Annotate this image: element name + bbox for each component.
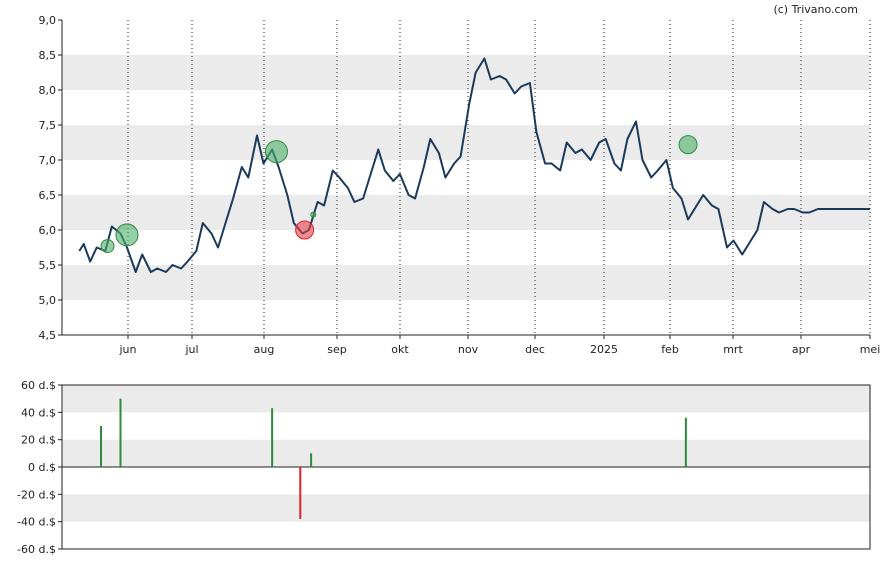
y-tick-label: 6,0 (39, 224, 57, 237)
y-tick-label: 8,0 (39, 84, 57, 97)
y-tick-label: 0 d.$ (28, 461, 56, 474)
buy-marker (100, 239, 115, 254)
dividend-panel: 60 d.$ 40 d.$ 20 d.$ 0 d.$ -20 d.$ -40 d.$ -60… (17, 379, 871, 556)
x-tick-label: nov (458, 343, 479, 356)
y-tick-label: 5,5 (39, 259, 57, 272)
x-tick-label: jun (119, 343, 137, 356)
x-tick-label: apr (792, 343, 811, 356)
price-panel: jun jul aug sep okt nov dec 2025 feb mrt apr mei 9,0… (39, 14, 881, 356)
y-tick-label: 60 d.$ (21, 379, 56, 392)
x-tick-label: feb (661, 343, 679, 356)
grid-band (62, 55, 870, 90)
y-tick-label: -60 d.$ (17, 543, 56, 556)
x-tick-label: jul (184, 343, 198, 356)
x-tick-label: dec (525, 343, 545, 356)
buy-marker (264, 140, 288, 164)
y-tick-label: 40 d.$ (21, 406, 56, 419)
buy-marker (678, 135, 698, 155)
x-tick-label: sep (327, 343, 346, 356)
grid-band (62, 439, 870, 467)
y-tick-label: 7,0 (39, 154, 57, 167)
y-tick-label: 4,5 (39, 329, 57, 342)
x-tick-label: mei (860, 343, 881, 356)
buy-marker (310, 211, 317, 218)
grid-band (62, 385, 870, 413)
y-tick-label: 9,0 (39, 14, 57, 27)
y-tick-label: 20 d.$ (21, 434, 56, 447)
y-tick-label: -20 d.$ (17, 488, 56, 501)
credit-label: (c) Trivano.com (773, 3, 858, 16)
buy-marker (115, 223, 139, 247)
grid-band (62, 195, 870, 230)
x-tick-label: aug (254, 343, 275, 356)
price-line (78, 57, 870, 273)
y-tick-label: 8,5 (39, 49, 57, 62)
grid-band (62, 125, 870, 160)
grid-band (62, 265, 870, 300)
x-tick-label: mrt (723, 343, 743, 356)
sell-marker (295, 220, 315, 240)
x-tick-label: okt (391, 343, 409, 356)
x-tick-label: 2025 (590, 343, 618, 356)
y-tick-label: 6,5 (39, 189, 57, 202)
y-tick-label: -40 d.$ (17, 516, 56, 529)
y-tick-label: 7,5 (39, 119, 57, 132)
y-tick-label: 5,0 (39, 294, 57, 307)
grid-band (62, 494, 870, 522)
